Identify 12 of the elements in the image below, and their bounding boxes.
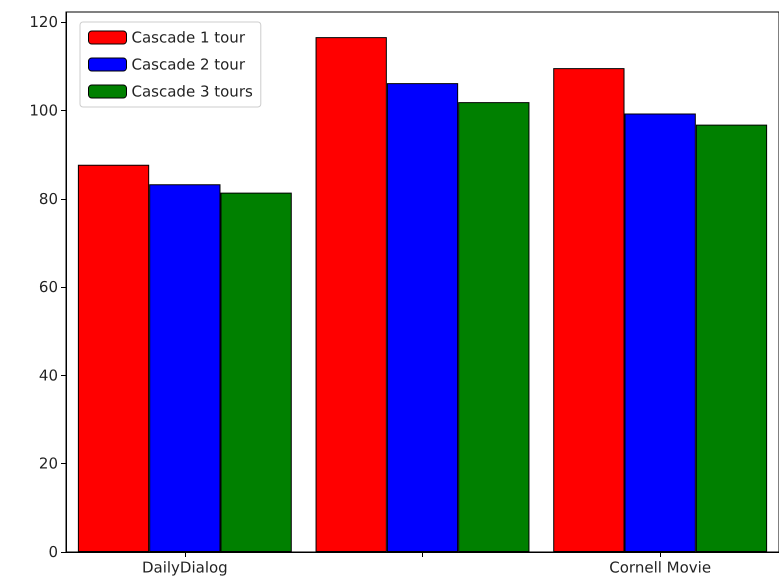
legend-label: Cascade 3 tours [132, 82, 253, 100]
y-tick-label: 0 [48, 543, 58, 561]
y-tick-label: 120 [29, 13, 58, 32]
legend-label: Cascade 2 tour [132, 56, 246, 74]
y-tick-label: 80 [38, 190, 58, 208]
x-tick-label: Cornell Movie [609, 558, 712, 576]
y-tick-label: 40 [38, 366, 58, 384]
legend-label: Cascade 1 tour [132, 28, 246, 46]
y-tick-label: 20 [38, 454, 58, 473]
y-tick-label: 100 [29, 101, 58, 120]
x-tick-label: DailyDialog [142, 558, 228, 576]
y-tick-label: 60 [38, 278, 58, 296]
